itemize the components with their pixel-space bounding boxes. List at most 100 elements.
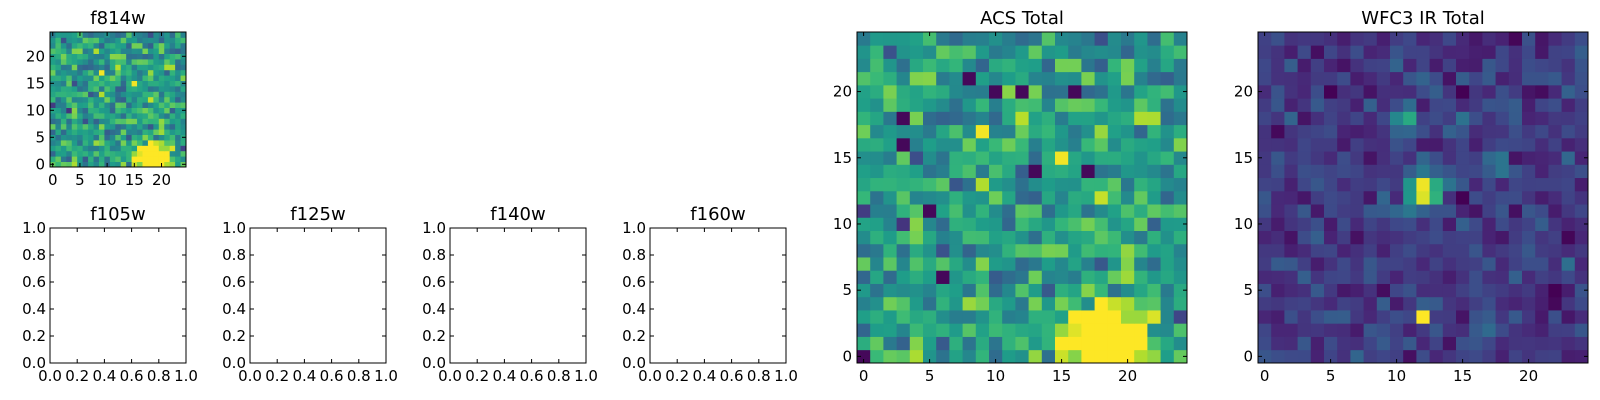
heatmap-cell bbox=[1456, 296, 1470, 311]
heatmap-cell bbox=[147, 140, 154, 146]
heatmap-cell bbox=[896, 230, 911, 245]
heatmap-cell bbox=[71, 96, 78, 103]
heatmap-cell bbox=[1041, 137, 1056, 152]
heatmap-cell bbox=[1134, 310, 1148, 324]
heatmap-cell bbox=[909, 177, 924, 192]
heatmap-cell bbox=[1390, 45, 1404, 59]
heatmap-cell bbox=[60, 91, 67, 98]
heatmap-cell bbox=[1081, 336, 1095, 351]
heatmap-cell bbox=[1522, 32, 1536, 46]
heatmap-cell bbox=[137, 96, 143, 103]
heatmap-cell bbox=[870, 323, 884, 337]
heatmap-cell bbox=[126, 64, 132, 71]
x-tick-label: 0.0 bbox=[438, 367, 462, 385]
heatmap-cell bbox=[936, 310, 950, 324]
heatmap-cell bbox=[1548, 243, 1562, 258]
heatmap-cell bbox=[77, 59, 84, 65]
heatmap-cell bbox=[126, 75, 132, 81]
y-tick-label: 0.4 bbox=[222, 300, 246, 318]
heatmap-cell bbox=[158, 134, 165, 141]
heatmap-cell bbox=[1173, 137, 1188, 152]
heatmap-cell bbox=[909, 84, 924, 99]
heatmap-cell bbox=[153, 118, 160, 125]
heatmap-cell bbox=[1403, 71, 1417, 86]
heatmap-cell bbox=[923, 137, 937, 152]
heatmap-cell bbox=[1055, 217, 1069, 231]
heatmap-cell bbox=[1495, 98, 1510, 112]
heatmap-cell bbox=[71, 150, 78, 157]
heatmap-cell bbox=[1134, 137, 1148, 152]
heatmap-cell bbox=[71, 129, 78, 135]
heatmap-cell bbox=[1310, 257, 1325, 271]
heatmap-cell bbox=[1495, 58, 1510, 73]
heatmap-cell bbox=[975, 217, 990, 231]
heatmap-cell bbox=[169, 64, 176, 71]
heatmap-cell bbox=[923, 336, 937, 351]
heatmap-cell bbox=[82, 113, 89, 119]
y-tick-label: 0.6 bbox=[222, 273, 246, 291]
heatmap-cell bbox=[147, 102, 154, 108]
heatmap-cell bbox=[1548, 137, 1562, 152]
heatmap-cell bbox=[109, 69, 116, 76]
heatmap-cell bbox=[870, 84, 884, 99]
heatmap-cell bbox=[883, 111, 897, 126]
heatmap-cell bbox=[60, 53, 67, 60]
heatmap-cell bbox=[55, 96, 62, 103]
heatmap-cell bbox=[1429, 230, 1444, 245]
heatmap-cell bbox=[1284, 84, 1298, 99]
heatmap-cell bbox=[1284, 111, 1298, 126]
heatmap-cell bbox=[55, 107, 62, 114]
heatmap-cell bbox=[896, 257, 911, 271]
y-tick-label: 0.2 bbox=[622, 327, 646, 345]
heatmap-cell bbox=[1548, 58, 1562, 73]
y-tick-label: 0.2 bbox=[22, 327, 46, 345]
heatmap-cell bbox=[169, 140, 176, 146]
heatmap-cell bbox=[1442, 349, 1457, 364]
heatmap-cell bbox=[1535, 71, 1549, 86]
y-tick-label: 0 bbox=[35, 155, 45, 173]
heatmap-cell bbox=[1015, 296, 1029, 311]
heatmap-cell bbox=[989, 243, 1003, 258]
heatmap-cell bbox=[104, 48, 111, 54]
heatmap-cell bbox=[1548, 164, 1562, 179]
heatmap-cell bbox=[1376, 151, 1391, 165]
heatmap-cell bbox=[142, 53, 149, 60]
heatmap-cell bbox=[923, 349, 937, 364]
heatmap-cell bbox=[1121, 204, 1135, 218]
heatmap-cell bbox=[142, 107, 149, 114]
heatmap-cell bbox=[1160, 84, 1175, 99]
heatmap-cell bbox=[1028, 164, 1043, 179]
heatmap-cell bbox=[1535, 296, 1549, 311]
heatmap-cell bbox=[1469, 257, 1483, 271]
heatmap-cell bbox=[82, 91, 89, 98]
heatmap-cell bbox=[962, 177, 977, 192]
heatmap-cell bbox=[1442, 164, 1457, 179]
heatmap-cell bbox=[1376, 283, 1391, 298]
heatmap-cell bbox=[870, 190, 884, 205]
heatmap-cell bbox=[1173, 84, 1188, 99]
heatmap-cell bbox=[1469, 283, 1483, 298]
heatmap-cell bbox=[1310, 98, 1325, 112]
heatmap-cell bbox=[1068, 243, 1082, 258]
heatmap-cell bbox=[1469, 32, 1483, 46]
heatmap-cell bbox=[1561, 98, 1576, 112]
heatmap-cell bbox=[1015, 177, 1029, 192]
heatmap-cell bbox=[1324, 151, 1338, 165]
heatmap-cell bbox=[949, 349, 963, 364]
heatmap-cell bbox=[1561, 336, 1576, 351]
heatmap-cell bbox=[1416, 71, 1430, 86]
heatmap-cell bbox=[82, 134, 89, 141]
heatmap-cell bbox=[55, 118, 62, 125]
heatmap-cell bbox=[1094, 45, 1109, 59]
heatmap-cell bbox=[60, 102, 67, 108]
heatmap-cell bbox=[1548, 349, 1562, 364]
heatmap-cell bbox=[1258, 190, 1272, 205]
heatmap-cell bbox=[142, 118, 149, 125]
heatmap-cell bbox=[1495, 336, 1510, 351]
heatmap-cell bbox=[1429, 243, 1444, 258]
heatmap-cell bbox=[175, 37, 181, 44]
heatmap-cell bbox=[1147, 58, 1161, 73]
heatmap-cell bbox=[923, 217, 937, 231]
heatmap-cell bbox=[949, 32, 963, 46]
heatmap-cell bbox=[1002, 204, 1016, 218]
